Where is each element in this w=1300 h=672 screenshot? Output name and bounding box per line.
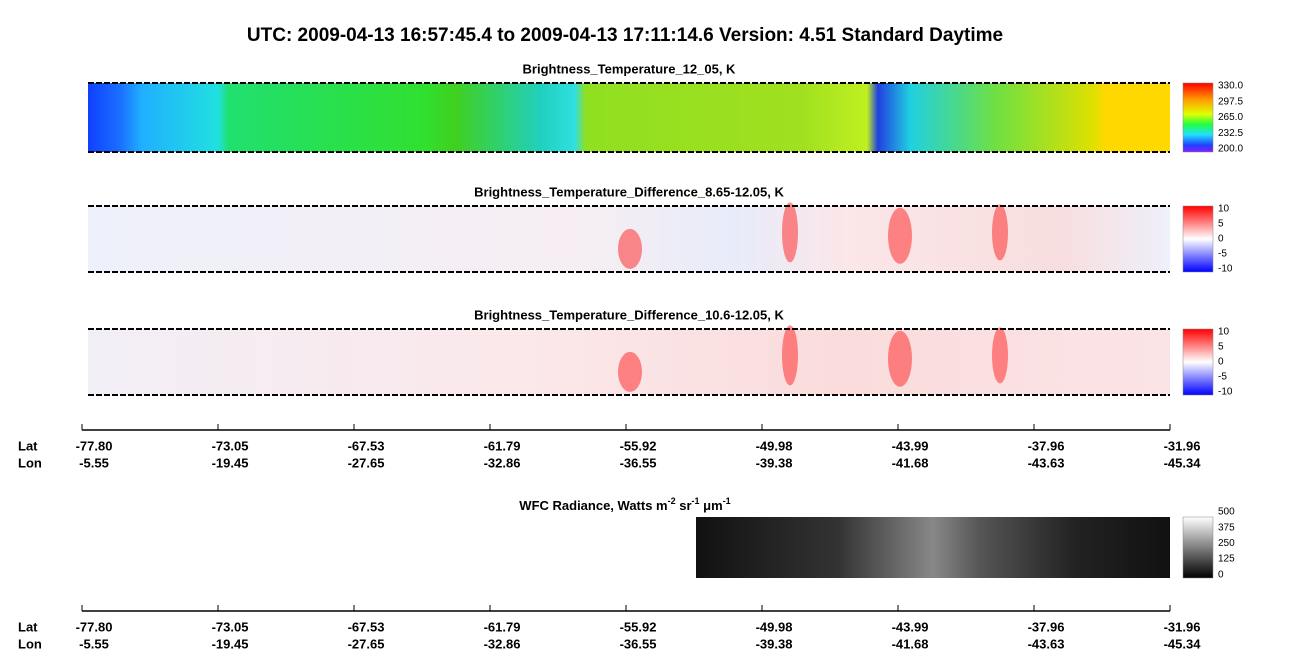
colorbar-label: -5 xyxy=(1218,249,1227,260)
lat-value: -49.98 xyxy=(756,619,793,634)
panel-image xyxy=(88,83,1170,152)
lon-value: -27.65 xyxy=(348,455,385,470)
lat-value: -43.99 xyxy=(892,438,929,453)
anomaly xyxy=(992,327,1008,384)
colorbar-label: 0 xyxy=(1218,234,1224,245)
lon-value: -43.63 xyxy=(1028,455,1065,470)
lat-value: -77.80 xyxy=(76,438,113,453)
lon-value: -19.45 xyxy=(212,455,249,470)
anomaly xyxy=(992,204,1008,261)
lon-value: -45.34 xyxy=(1164,455,1202,470)
colorbar-label: 330.0 xyxy=(1218,81,1243,92)
lat-value: -67.53 xyxy=(348,619,385,634)
wfc-title-part: -1 xyxy=(723,496,731,506)
lat-value: -61.79 xyxy=(484,619,521,634)
main-title: UTC: 2009-04-13 16:57:45.4 to 2009-04-13… xyxy=(247,25,1003,46)
wfc-title-part: -2 xyxy=(668,496,676,506)
colorbar-label: 250 xyxy=(1218,538,1235,549)
lat-value: -77.80 xyxy=(76,619,113,634)
colorbar-label: 0 xyxy=(1218,569,1224,580)
anomaly xyxy=(618,228,642,269)
lon-value: -27.65 xyxy=(348,636,385,651)
lon-value: -32.86 xyxy=(484,455,521,470)
colorbar-label: -10 xyxy=(1218,387,1233,398)
lat-value: -55.92 xyxy=(620,438,657,453)
lat-label: Lat xyxy=(18,438,38,453)
lat-label: Lat xyxy=(18,619,38,634)
colorbar-label: 125 xyxy=(1218,554,1235,565)
lat-value: -61.79 xyxy=(484,438,521,453)
colorbar-label: 0 xyxy=(1218,357,1224,368)
colorbar xyxy=(1182,82,1214,153)
colorbar xyxy=(1182,205,1214,273)
lat-value: -73.05 xyxy=(212,438,249,453)
colorbar-label: -10 xyxy=(1218,264,1233,275)
anomaly xyxy=(782,202,798,263)
colorbar-label: 5 xyxy=(1218,219,1224,230)
lon-value: -45.34 xyxy=(1164,636,1202,651)
anomaly xyxy=(782,325,798,386)
lat-value: -43.99 xyxy=(892,619,929,634)
lon-value: -32.86 xyxy=(484,636,521,651)
anomaly xyxy=(618,351,642,392)
colorbar-label: 232.5 xyxy=(1218,128,1243,139)
lat-value: -67.53 xyxy=(348,438,385,453)
lon-value: -43.63 xyxy=(1028,636,1065,651)
panel-title: Brightness_Temperature_Difference_8.65-1… xyxy=(474,184,784,199)
colorbar-label: 10 xyxy=(1218,327,1230,338)
lon-label: Lon xyxy=(18,455,42,470)
lat-value: -37.96 xyxy=(1028,619,1065,634)
colorbar-label: 10 xyxy=(1218,204,1230,215)
lon-value: -41.68 xyxy=(892,455,929,470)
wfc-title-part: μm xyxy=(700,498,723,513)
panel-title: Brightness_Temperature_12_05, K xyxy=(523,61,737,76)
colorbar-label: 5 xyxy=(1218,342,1224,353)
lon-value: -41.68 xyxy=(892,636,929,651)
lat-value: -73.05 xyxy=(212,619,249,634)
lon-value: -39.38 xyxy=(756,455,793,470)
colorbar-label: 375 xyxy=(1218,522,1235,533)
colorbar xyxy=(1182,516,1214,579)
lon-value: -36.55 xyxy=(620,636,657,651)
lon-label: Lon xyxy=(18,636,42,651)
colorbar-label: 500 xyxy=(1218,507,1235,518)
lat-value: -55.92 xyxy=(620,619,657,634)
wfc-title-part: WFC Radiance, Watts m xyxy=(519,498,667,513)
colorbar-label: 265.0 xyxy=(1218,112,1243,123)
lon-value: -39.38 xyxy=(756,636,793,651)
colorbar-label: 200.0 xyxy=(1218,144,1243,155)
colorbar xyxy=(1182,328,1214,396)
lat-value: -49.98 xyxy=(756,438,793,453)
wfc-image xyxy=(696,517,1170,578)
lat-value: -31.96 xyxy=(1164,438,1201,453)
lat-value: -31.96 xyxy=(1164,619,1201,634)
lon-value: -19.45 xyxy=(212,636,249,651)
wfc-title-part: -1 xyxy=(692,496,700,506)
lon-value: -36.55 xyxy=(620,455,657,470)
wfc-title: WFC Radiance, Watts m-2 sr-1 μm-1 xyxy=(519,496,730,513)
panel-title: Brightness_Temperature_Difference_10.6-1… xyxy=(474,307,784,322)
lon-value: -5.55 xyxy=(79,636,109,651)
lat-value: -37.96 xyxy=(1028,438,1065,453)
lon-value: -5.55 xyxy=(79,455,109,470)
anomaly xyxy=(888,207,912,264)
colorbar-label: 297.5 xyxy=(1218,96,1243,107)
wfc-title-part: sr xyxy=(676,498,692,513)
colorbar-label: -5 xyxy=(1218,372,1227,383)
anomaly xyxy=(888,330,912,387)
